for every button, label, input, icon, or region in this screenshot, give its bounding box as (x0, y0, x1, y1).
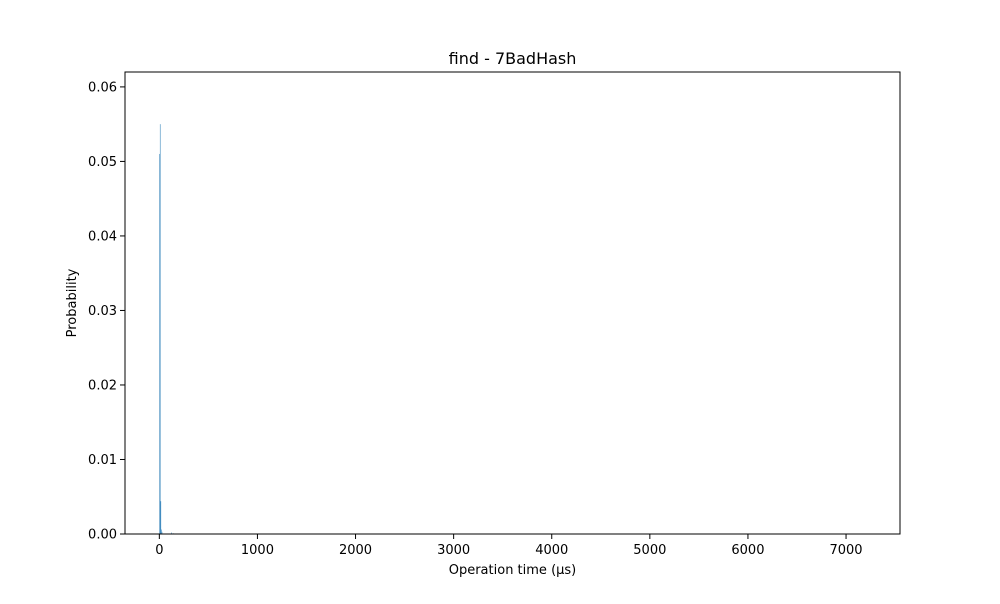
y-tick-label: 0.06 (88, 80, 117, 95)
plot-frame (124, 71, 901, 535)
x-tick-label: 7000 (829, 543, 862, 558)
histogram-bar-3 (161, 529, 162, 534)
y-tick-label: 0.05 (88, 155, 117, 170)
y-axis-ticks: 0.00 0.01 0.02 0.03 0.04 0.05 0.06 (88, 80, 125, 543)
histogram-bar-2 (160, 501, 162, 534)
x-axis-ticks: 0 1000 2000 3000 4000 5000 6000 7000 (155, 534, 863, 558)
y-tick-label: 0.04 (88, 229, 117, 244)
y-tick-label: 0.00 (88, 528, 117, 543)
x-tick-label: 6000 (731, 543, 764, 558)
x-tick-label: 4000 (535, 543, 568, 558)
y-tick-label: 0.01 (88, 453, 117, 468)
x-tick-label: 5000 (633, 543, 666, 558)
x-tick-label: 3000 (437, 543, 470, 558)
x-tick-label: 2000 (339, 543, 372, 558)
y-axis-label: Probability (65, 268, 80, 337)
x-axis-label: Operation time (µs) (449, 563, 577, 578)
histogram-bar-4 (161, 531, 163, 534)
chart-title: find - 7BadHash (449, 49, 577, 68)
x-tick-label: 1000 (241, 543, 274, 558)
histogram-bar-0 (159, 153, 160, 534)
y-tick-label: 0.02 (88, 378, 117, 393)
x-tick-label: 0 (155, 543, 163, 558)
histogram-bar-5 (171, 532, 172, 534)
y-tick-label: 0.03 (88, 304, 117, 319)
histogram-bar-1 (159, 124, 161, 535)
